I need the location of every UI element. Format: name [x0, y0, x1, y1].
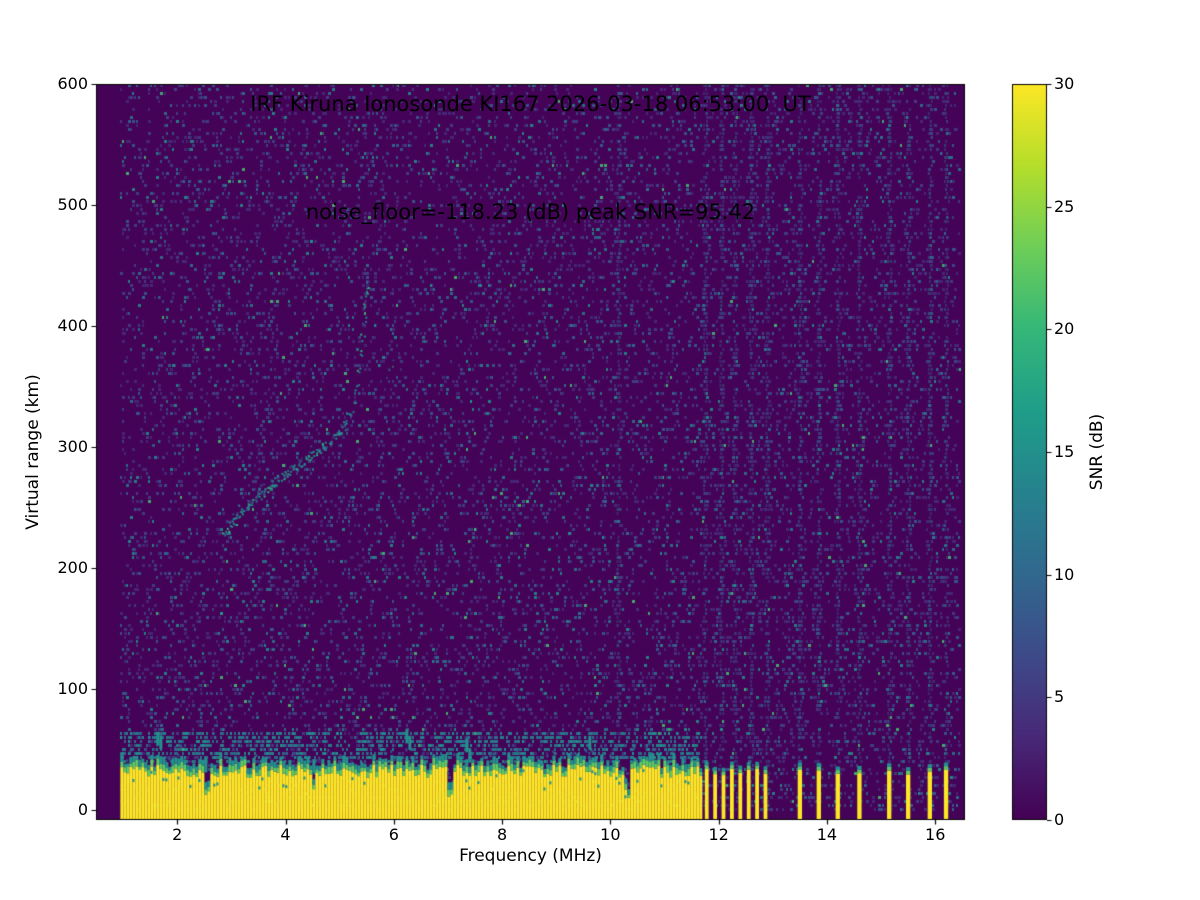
y-tick-label: 0 — [77, 800, 88, 820]
x-tick-label: 8 — [496, 825, 508, 844]
title-line-2: noise_floor=-118.23 (dB) peak SNR=95.42 — [305, 200, 756, 224]
y-tick-label: 100 — [57, 679, 88, 699]
x-axis-label: Frequency (MHz) — [459, 846, 602, 866]
x-tick-label: 6 — [388, 825, 399, 844]
x-tick-label: 14 — [816, 825, 838, 844]
colorbar-tick-label: 20 — [1054, 319, 1075, 339]
y-tick-label: 200 — [57, 558, 88, 578]
x-tick-label: 16 — [925, 825, 946, 844]
colorbar-tick-label: 30 — [1054, 74, 1075, 93]
figure-title: IRF Kiruna Ionosonde KI167 2026-03-18 06… — [96, 14, 965, 302]
y-tick-label: 400 — [57, 316, 88, 336]
colorbar-label: SNR (dB) — [1087, 413, 1107, 491]
x-tick-label: 10 — [600, 825, 621, 844]
title-line-1: IRF Kiruna Ionosonde KI167 2026-03-18 06… — [250, 92, 811, 116]
y-tick-label: 600 — [57, 74, 88, 93]
x-tick-label: 12 — [708, 825, 729, 844]
colorbar-tick-label: 15 — [1054, 442, 1075, 461]
colorbar-tick-label: 0 — [1054, 810, 1065, 829]
x-tick-label: 2 — [172, 825, 183, 844]
y-tick-label: 500 — [57, 195, 88, 215]
colorbar-tick-label: 5 — [1054, 687, 1065, 707]
x-tick-label: 4 — [280, 825, 291, 844]
colorbar-tick-label: 25 — [1054, 196, 1075, 216]
y-tick-label: 300 — [57, 437, 88, 457]
y-axis-label: Virtual range (km) — [23, 374, 43, 530]
colorbar-tick-label: 10 — [1054, 564, 1075, 584]
